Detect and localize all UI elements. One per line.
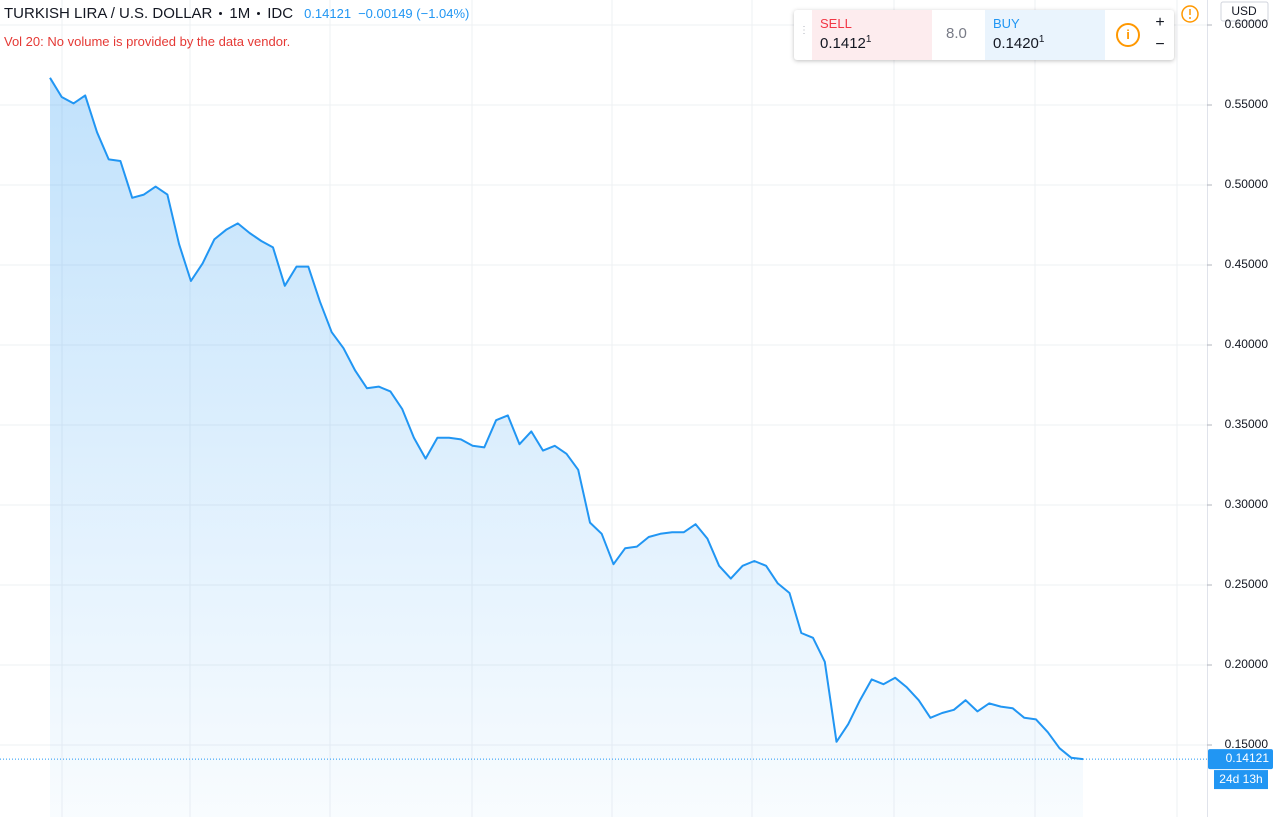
y-tick-label: 0.25000: [1225, 577, 1269, 591]
alert-icon-dot: [1189, 17, 1191, 19]
symbol-title: TURKISH LIRA / U.S. DOLLAR: [4, 5, 213, 22]
plus-button[interactable]: +: [1155, 14, 1165, 31]
y-tick-label: 0.30000: [1225, 497, 1269, 511]
price-line: [49, 77, 1084, 761]
spread: 8.0: [946, 25, 967, 42]
buy-label: BUY: [993, 16, 1020, 31]
last-price-tag: [1208, 749, 1273, 770]
countdown-tag: [1214, 770, 1268, 790]
separator: [257, 12, 261, 15]
separator: [219, 12, 223, 15]
unit-label: USD: [1231, 4, 1257, 18]
y-tick-label: 0.45000: [1225, 257, 1269, 271]
sell-pip: 1: [865, 34, 872, 45]
sell-price: 0.1412: [820, 35, 866, 52]
info-button[interactable]: i: [1116, 23, 1140, 47]
sell-label: SELL: [820, 16, 852, 31]
y-tick-label: 0.15000: [1225, 737, 1269, 751]
unit-box[interactable]: [1220, 1, 1269, 22]
drag-handle[interactable]: ⋮⋮: [799, 25, 819, 36]
y-tick-label: 0.55000: [1225, 97, 1269, 111]
volume-note: Vol 20: No volume is provided by the dat…: [4, 34, 291, 49]
buy-price: 0.1420: [993, 35, 1039, 52]
source: IDC: [267, 5, 294, 22]
last-price: 0.14121: [304, 6, 352, 21]
buy-button[interactable]: BUY 0.14201: [985, 10, 1105, 60]
buy-pip: 1: [1038, 34, 1045, 45]
v-grid: [61, 0, 1178, 817]
order-panel: ⋮⋮ SELL 0.14121 8.0 BUY 0.14201 i + −: [794, 10, 1174, 60]
header: TURKISH LIRA / U.S. DOLLAR 1M IDC 0.1412…: [4, 5, 469, 22]
area-fill: [50, 77, 1083, 817]
minus-button[interactable]: −: [1155, 36, 1165, 53]
y-tick-label: 0.40000: [1225, 337, 1269, 351]
buy-price-box: 0.14201: [993, 34, 1044, 52]
interval: 1M: [229, 5, 251, 22]
change: −0.00149 (−1.04%): [358, 6, 470, 21]
alert-icon[interactable]: [1181, 5, 1199, 23]
y-tick-label: 0.50000: [1225, 177, 1269, 191]
y-tick-label: 0.60000: [1225, 17, 1269, 31]
sell-button[interactable]: SELL 0.14121: [812, 10, 932, 60]
countdown-label: 24d 13h: [1219, 772, 1262, 786]
y-tick-label: 0.35000: [1225, 417, 1269, 431]
last-price-label: 0.14121: [1226, 751, 1270, 765]
y-tick-label: 0.20000: [1225, 657, 1269, 671]
sell-price-box: 0.14121: [820, 34, 871, 52]
